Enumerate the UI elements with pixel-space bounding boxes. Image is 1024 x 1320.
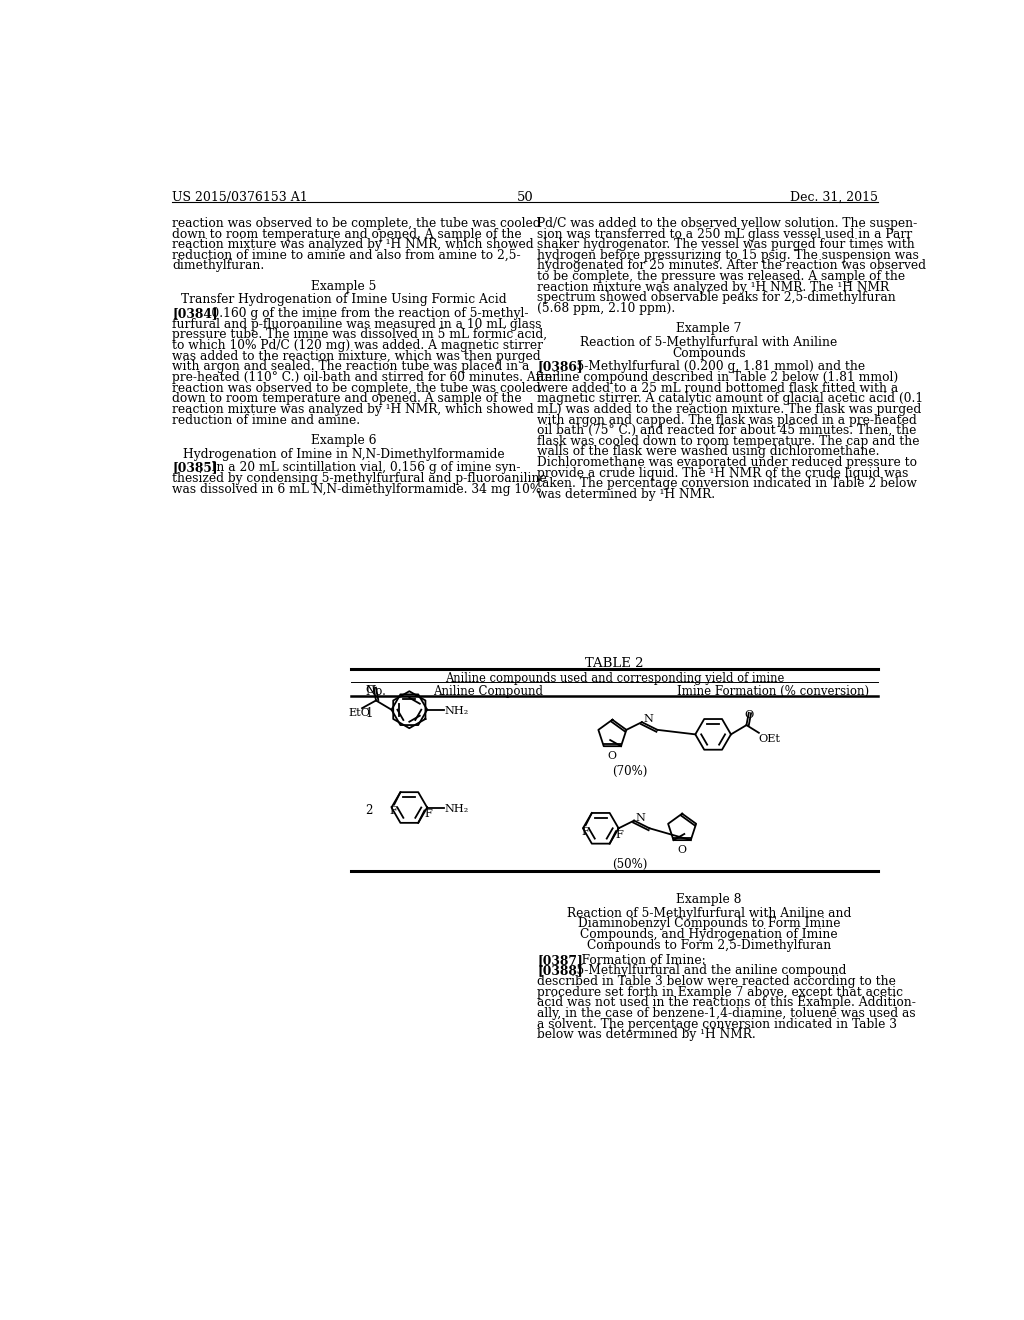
Text: Imine Formation (% conversion): Imine Formation (% conversion) (677, 685, 868, 698)
Text: Aniline compounds used and corresponding yield of imine: Aniline compounds used and corresponding… (445, 672, 784, 685)
Text: Example 5: Example 5 (311, 280, 377, 293)
Text: reduction of imine to amine and also from amine to 2,5-: reduction of imine to amine and also fro… (172, 248, 521, 261)
Text: with argon and sealed. The reaction tube was placed in a: with argon and sealed. The reaction tube… (172, 360, 529, 374)
Text: NH₂: NH₂ (445, 804, 469, 813)
Text: furfural and p-fluoroaniline was measured in a 10 mL glass: furfural and p-fluoroaniline was measure… (172, 318, 542, 331)
Text: O: O (678, 845, 687, 855)
Text: Example 8: Example 8 (676, 892, 741, 906)
Text: Example 6: Example 6 (311, 434, 377, 446)
Text: [0384]: [0384] (172, 308, 218, 321)
Text: Compounds, and Hydrogenation of Imine: Compounds, and Hydrogenation of Imine (580, 928, 838, 941)
Text: In a 20 mL scintillation vial, 0.156 g of imine syn-: In a 20 mL scintillation vial, 0.156 g o… (197, 461, 520, 474)
Text: aniline compound described in Table 2 below (1.81 mmol): aniline compound described in Table 2 be… (538, 371, 898, 384)
Text: Diaminobenzyl Compounds to Form Imine: Diaminobenzyl Compounds to Form Imine (578, 917, 840, 931)
Text: was added to the reaction mixture, which was then purged: was added to the reaction mixture, which… (172, 350, 541, 363)
Text: 5-Methylfurfural and the aniline compound: 5-Methylfurfural and the aniline compoun… (561, 965, 847, 977)
Text: Aniline Compound: Aniline Compound (432, 685, 543, 698)
Text: below was determined by ¹H NMR.: below was determined by ¹H NMR. (538, 1028, 756, 1041)
Text: 0.160 g of the imine from the reaction of 5-methyl-: 0.160 g of the imine from the reaction o… (197, 308, 528, 321)
Text: thesized by condensing 5-methylfurfural and p-fluoroaniline: thesized by condensing 5-methylfurfural … (172, 473, 547, 484)
Text: (50%): (50%) (612, 858, 648, 871)
Text: EtO: EtO (348, 708, 370, 718)
Text: taken. The percentage conversion indicated in Table 2 below: taken. The percentage conversion indicat… (538, 478, 918, 490)
Text: were added to a 25 mL round bottomed flask fitted with a: were added to a 25 mL round bottomed fla… (538, 381, 898, 395)
Text: spectrum showed observable peaks for 2,5-dimethylfuran: spectrum showed observable peaks for 2,5… (538, 292, 896, 305)
Text: Reaction of 5-Methylfurfural with Aniline and: Reaction of 5-Methylfurfural with Anilin… (566, 907, 851, 920)
Text: pressure tube. The imine was dissolved in 5 mL formic acid,: pressure tube. The imine was dissolved i… (172, 329, 547, 342)
Text: Dec. 31, 2015: Dec. 31, 2015 (791, 190, 879, 203)
Text: flask was cooled down to room temperature. The cap and the: flask was cooled down to room temperatur… (538, 434, 920, 447)
Text: NH₂: NH₂ (445, 706, 469, 715)
Text: [0386]: [0386] (538, 360, 583, 374)
Text: 2: 2 (366, 804, 373, 817)
Text: reaction mixture was analyzed by ¹H NMR, which showed: reaction mixture was analyzed by ¹H NMR,… (172, 238, 534, 251)
Text: reduction of imine and amine.: reduction of imine and amine. (172, 413, 360, 426)
Text: O: O (744, 710, 754, 719)
Text: acid was not used in the reactions of this Example. Addition-: acid was not used in the reactions of th… (538, 997, 916, 1010)
Text: reaction mixture was analyzed by ¹H NMR. The ¹H NMR: reaction mixture was analyzed by ¹H NMR.… (538, 281, 889, 293)
Text: N: N (643, 714, 653, 725)
Text: hydrogenated for 25 minutes. After the reaction was observed: hydrogenated for 25 minutes. After the r… (538, 260, 926, 272)
Text: OEt: OEt (759, 734, 781, 744)
Text: Reaction of 5-Methylfurfural with Aniline: Reaction of 5-Methylfurfural with Anilin… (581, 335, 838, 348)
Text: provide a crude liquid. The ¹H NMR of the crude liquid was: provide a crude liquid. The ¹H NMR of th… (538, 467, 908, 479)
Text: mL) was added to the reaction mixture. The flask was purged: mL) was added to the reaction mixture. T… (538, 403, 922, 416)
Text: [0387]: [0387] (538, 954, 583, 966)
Text: Dichloromethane was evaporated under reduced pressure to: Dichloromethane was evaporated under red… (538, 455, 918, 469)
Text: Example 7: Example 7 (676, 322, 741, 335)
Text: Compounds to Form 2,5-Dimethylfuran: Compounds to Form 2,5-Dimethylfuran (587, 939, 831, 952)
Text: reaction mixture was analyzed by ¹H NMR, which showed: reaction mixture was analyzed by ¹H NMR,… (172, 403, 534, 416)
Text: Hydrogenation of Imine in N,N-Dimethylformamide: Hydrogenation of Imine in N,N-Dimethylfo… (183, 447, 505, 461)
Text: (5.68 ppm, 2.10 ppm).: (5.68 ppm, 2.10 ppm). (538, 302, 676, 315)
Text: Compounds: Compounds (672, 347, 745, 359)
Text: 1: 1 (366, 708, 373, 721)
Text: No.: No. (366, 685, 386, 698)
Text: oil bath (75° C.) and reacted for about 45 minutes. Then, the: oil bath (75° C.) and reacted for about … (538, 424, 916, 437)
Text: F: F (581, 826, 589, 837)
Text: to which 10% Pd/C (120 mg) was added. A magnetic stirrer: to which 10% Pd/C (120 mg) was added. A … (172, 339, 543, 352)
Text: TABLE 2: TABLE 2 (586, 657, 644, 671)
Text: shaker hydrogenator. The vessel was purged four times with: shaker hydrogenator. The vessel was purg… (538, 238, 915, 251)
Text: [0388]: [0388] (538, 965, 583, 977)
Text: reaction was observed to be complete, the tube was cooled: reaction was observed to be complete, th… (172, 381, 541, 395)
Text: sion was transferred to a 250 mL glass vessel used in a Parr: sion was transferred to a 250 mL glass v… (538, 227, 912, 240)
Text: walls of the flask were washed using dichloromethane.: walls of the flask were washed using dic… (538, 445, 880, 458)
Text: was dissolved in 6 mL N,N-dimethylformamide. 34 mg 10%: was dissolved in 6 mL N,N-dimethylformam… (172, 483, 542, 495)
Text: F: F (389, 807, 397, 816)
Text: down to room temperature and opened. A sample of the: down to room temperature and opened. A s… (172, 227, 522, 240)
Text: O: O (366, 685, 375, 696)
Text: Pd/C was added to the observed yellow solution. The suspen-: Pd/C was added to the observed yellow so… (538, 216, 918, 230)
Text: Formation of Imine:: Formation of Imine: (569, 954, 706, 966)
Text: with argon and capped. The flask was placed in a pre-heated: with argon and capped. The flask was pla… (538, 413, 916, 426)
Text: reaction was observed to be complete, the tube was cooled: reaction was observed to be complete, th… (172, 216, 541, 230)
Text: US 2015/0376153 A1: US 2015/0376153 A1 (172, 190, 308, 203)
Text: ally, in the case of benzene-1,4-diamine, toluene was used as: ally, in the case of benzene-1,4-diamine… (538, 1007, 915, 1020)
Text: magnetic stirrer. A catalytic amount of glacial acetic acid (0.1: magnetic stirrer. A catalytic amount of … (538, 392, 924, 405)
Text: dimethylfuran.: dimethylfuran. (172, 260, 264, 272)
Text: 5-Methylfurfural (0.200 g, 1.81 mmol) and the: 5-Methylfurfural (0.200 g, 1.81 mmol) an… (561, 360, 865, 374)
Text: [0385]: [0385] (172, 461, 218, 474)
Text: F: F (424, 809, 432, 818)
Text: (70%): (70%) (612, 766, 648, 779)
Text: F: F (615, 830, 624, 840)
Text: was determined by ¹H NMR.: was determined by ¹H NMR. (538, 488, 716, 500)
Text: O: O (608, 751, 616, 762)
Text: down to room temperature and opened. A sample of the: down to room temperature and opened. A s… (172, 392, 522, 405)
Text: N: N (635, 813, 645, 822)
Text: procedure set forth in Example 7 above, except that acetic: procedure set forth in Example 7 above, … (538, 986, 903, 999)
Text: hydrogen before pressurizing to 15 psig. The suspension was: hydrogen before pressurizing to 15 psig.… (538, 248, 920, 261)
Text: a solvent. The percentage conversion indicated in Table 3: a solvent. The percentage conversion ind… (538, 1018, 897, 1031)
Text: Transfer Hydrogenation of Imine Using Formic Acid: Transfer Hydrogenation of Imine Using Fo… (181, 293, 507, 306)
Text: described in Table 3 below were reacted according to the: described in Table 3 below were reacted … (538, 975, 896, 989)
Text: pre-heated (110° C.) oil-bath and stirred for 60 minutes. After: pre-heated (110° C.) oil-bath and stirre… (172, 371, 558, 384)
Text: 50: 50 (516, 190, 534, 203)
Text: to be complete, the pressure was released. A sample of the: to be complete, the pressure was release… (538, 271, 905, 282)
